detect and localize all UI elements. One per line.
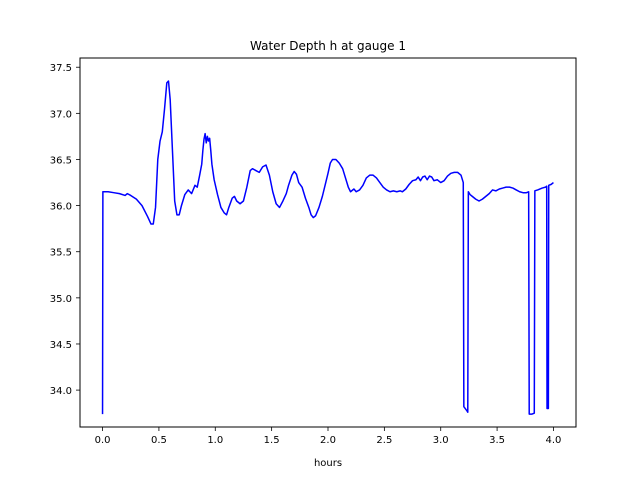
x-axis: 0.0 0.5 1.0 1.5 2.0 2.5 3.0 3.5 4.0 — [95, 427, 562, 446]
x-tick-label: 0.0 — [95, 435, 111, 446]
x-tick-label: 3.5 — [489, 435, 505, 446]
x-tick-label: 3.0 — [433, 435, 449, 446]
y-tick-label: 35.0 — [50, 294, 72, 305]
series-line-0 — [101, 80, 554, 415]
x-axis-label: hours — [314, 458, 342, 469]
x-tick-label: 2.5 — [376, 435, 392, 446]
y-tick-label: 34.0 — [50, 386, 72, 397]
y-tick-label: 36.0 — [50, 202, 72, 213]
x-tick-label: 0.5 — [151, 435, 167, 446]
x-tick-label: 4.0 — [546, 435, 562, 446]
y-tick-label: 34.5 — [50, 340, 72, 351]
x-tick-label: 1.5 — [264, 435, 280, 446]
y-tick-label: 37.0 — [50, 109, 72, 120]
y-tick-label: 36.5 — [50, 155, 72, 166]
y-axis: 34.0 34.5 35.0 35.5 36.0 36.5 37.0 37.5 — [50, 63, 80, 397]
x-tick-label: 1.0 — [207, 435, 223, 446]
y-tick-label: 37.5 — [50, 63, 72, 74]
x-tick-label: 2.0 — [320, 435, 336, 446]
chart-title: Water Depth h at gauge 1 — [250, 39, 406, 53]
y-tick-label: 35.5 — [50, 248, 72, 259]
plot-area — [101, 80, 554, 415]
